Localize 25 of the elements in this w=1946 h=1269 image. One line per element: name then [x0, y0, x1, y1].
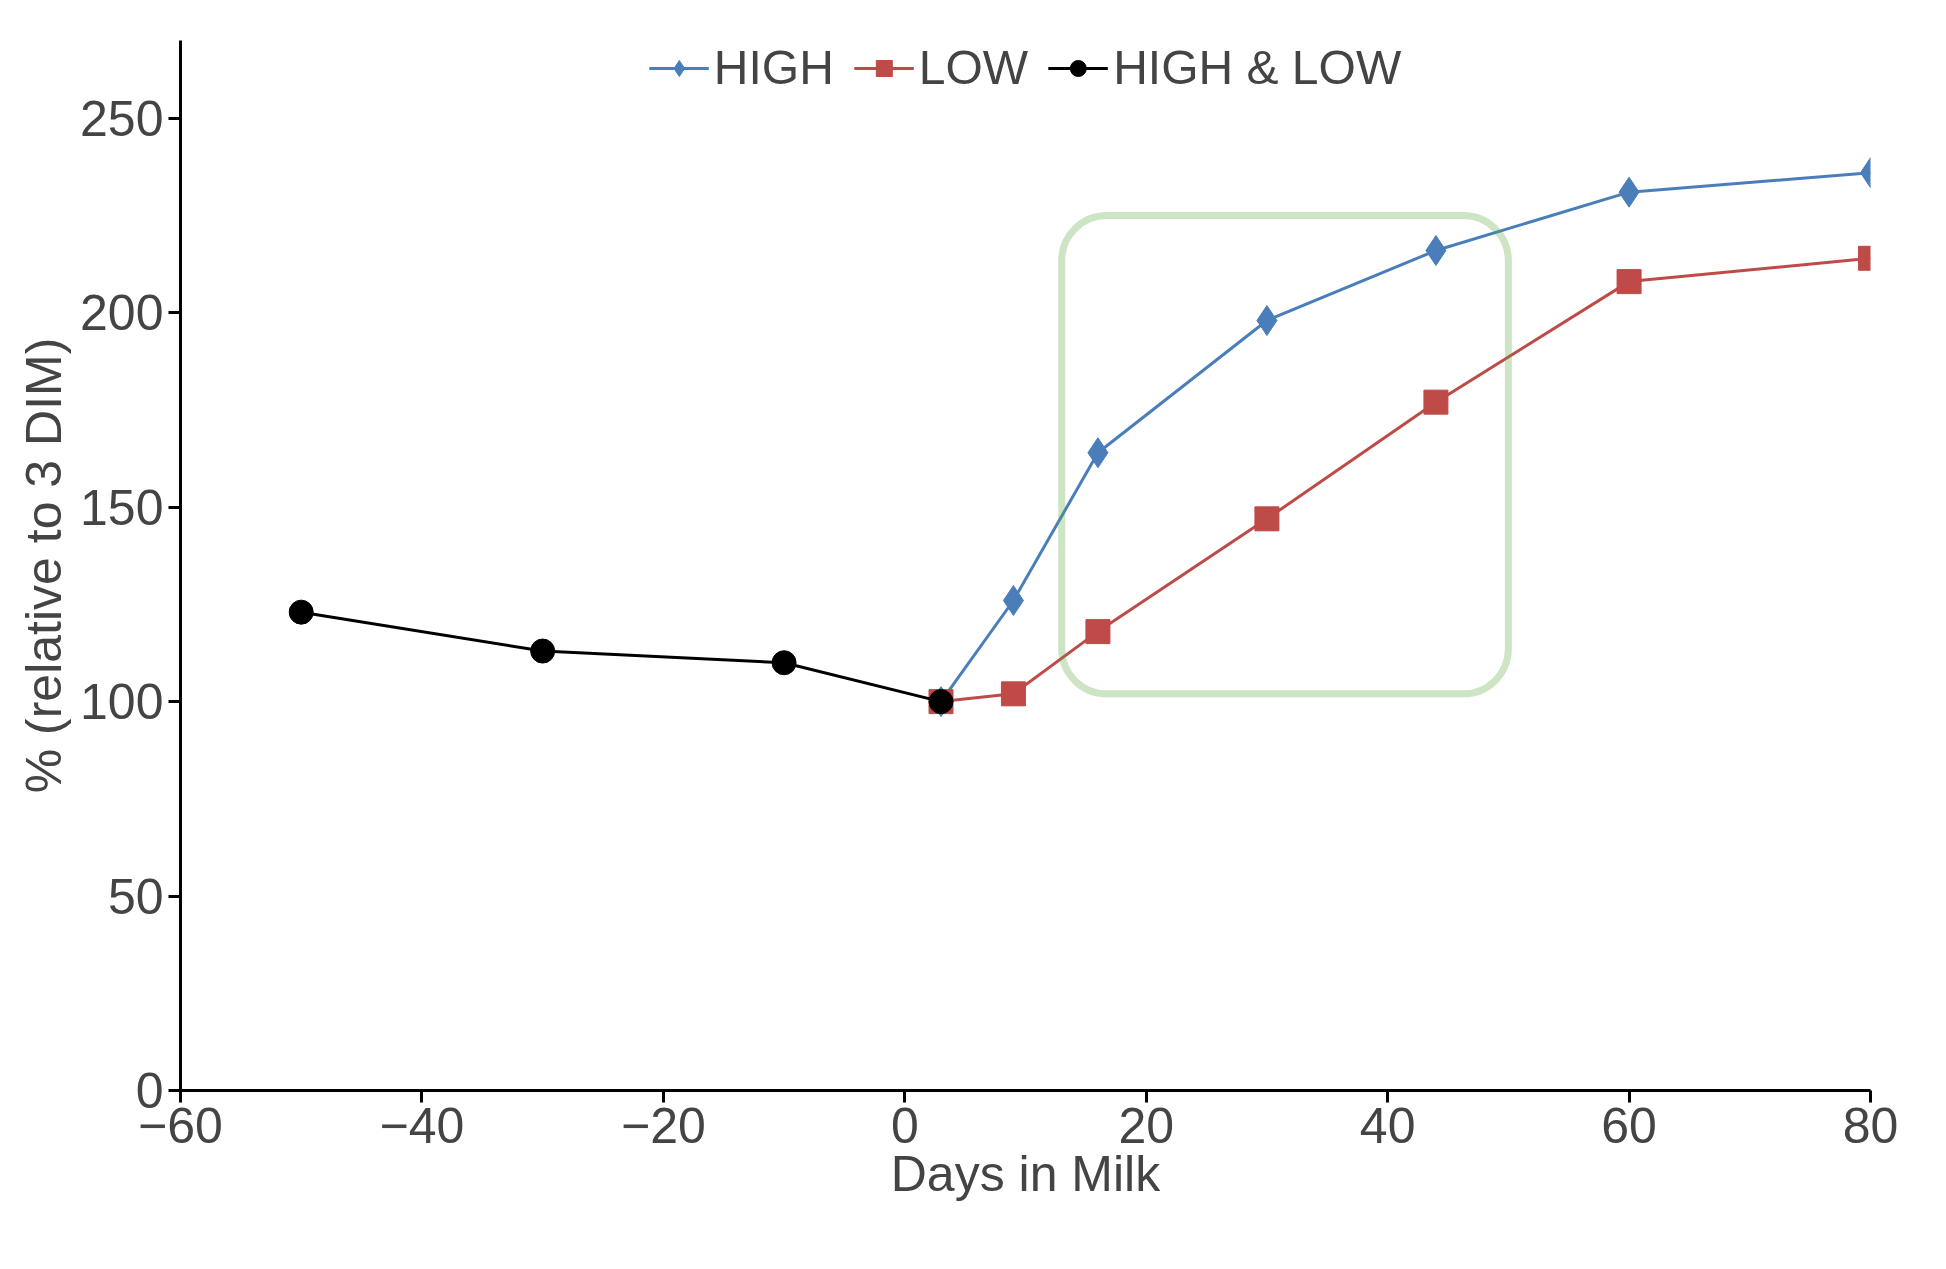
y-tick-label: 250: [80, 90, 164, 147]
legend-label: HIGH & LOW: [1113, 40, 1402, 95]
point: [1085, 619, 1111, 645]
y-tick-label: 150: [80, 479, 164, 536]
x-tick-label: −20: [620, 1097, 706, 1154]
y-tick-label: 200: [80, 285, 164, 342]
point: [1256, 305, 1278, 336]
x-tick-label: 80: [1842, 1097, 1899, 1154]
point: [1000, 681, 1026, 707]
point: [1423, 389, 1449, 415]
point: [530, 638, 556, 664]
x-tick-label: 40: [1359, 1097, 1416, 1154]
point: [1254, 506, 1280, 532]
y-tick-label: 100: [80, 674, 164, 731]
point: [1616, 269, 1642, 295]
x-tick-label: 60: [1601, 1097, 1657, 1154]
point: [288, 599, 314, 625]
legend-label: LOW: [918, 40, 1029, 95]
y-tick-label: 50: [107, 868, 164, 925]
x-tick-label: −40: [379, 1097, 465, 1154]
point: [771, 650, 797, 676]
point: [1425, 235, 1447, 266]
legend-label: HIGH: [713, 40, 834, 95]
y-axis-title: % (relative to 3 DIM): [16, 337, 73, 794]
point: [1002, 585, 1024, 616]
